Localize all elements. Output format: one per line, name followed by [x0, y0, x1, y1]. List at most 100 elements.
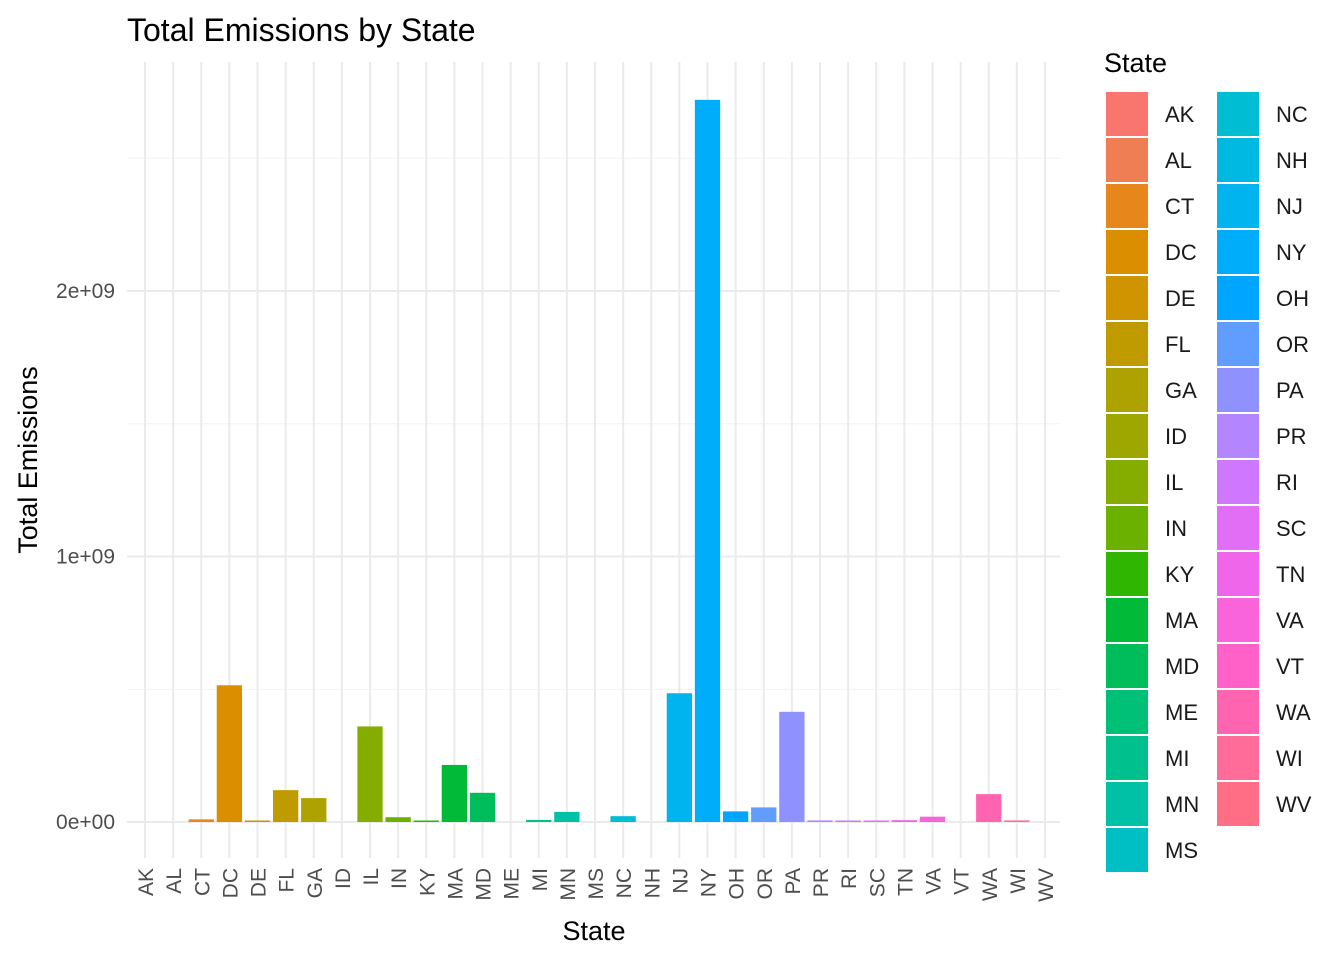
legend: AK AL CT DC DE FL GA ID IL IN KY MA MD ME MI MN MS NC NH NJ…: [1106, 92, 1312, 872]
bar-mn: [554, 811, 580, 822]
x-tick-label: FL: [276, 868, 299, 893]
legend-swatch: [1217, 368, 1259, 412]
x-tick-label: KY: [416, 868, 439, 896]
legend-swatch: [1106, 506, 1148, 550]
y-tick-label: 1e+09: [56, 546, 115, 569]
x-tick-label: OH: [726, 868, 749, 900]
legend-swatch: [1106, 414, 1148, 458]
x-tick-label: VA: [923, 868, 946, 894]
legend-label: PR: [1276, 424, 1307, 449]
legend-swatch: [1217, 736, 1259, 780]
bars: [188, 99, 1030, 823]
legend-label: NH: [1276, 148, 1308, 173]
legend-swatch: [1217, 184, 1259, 228]
bar-ny: [694, 99, 721, 823]
legend-label: IL: [1165, 470, 1183, 495]
x-tick-label: DE: [248, 868, 271, 897]
legend-swatch: [1217, 782, 1259, 826]
legend-swatch: [1217, 644, 1259, 688]
legend-title: State: [1104, 48, 1167, 78]
x-tick-label: MS: [585, 868, 608, 900]
legend-label: GA: [1165, 378, 1197, 403]
legend-swatch: [1217, 92, 1259, 136]
legend-swatch: [1106, 184, 1148, 228]
legend-swatch: [1106, 230, 1148, 274]
legend-label: OH: [1276, 286, 1309, 311]
legend-label: RI: [1276, 470, 1298, 495]
legend-label: WV: [1276, 792, 1312, 817]
bar-dc: [216, 685, 243, 822]
legend-label: KY: [1165, 562, 1195, 587]
bar-mi: [526, 819, 552, 822]
legend-label: DE: [1165, 286, 1196, 311]
legend-swatch: [1106, 322, 1148, 366]
legend-swatch: [1217, 460, 1259, 504]
legend-label: NC: [1276, 102, 1308, 127]
legend-swatch: [1217, 230, 1259, 274]
legend-swatch: [1217, 552, 1259, 596]
bar-or: [751, 807, 777, 822]
legend-swatch: [1217, 690, 1259, 734]
legend-label: VA: [1276, 608, 1304, 633]
bar-ma: [441, 764, 468, 822]
legend-label: WA: [1276, 700, 1311, 725]
legend-label: ID: [1165, 424, 1187, 449]
legend-label: SC: [1276, 516, 1307, 541]
x-tick-label: MD: [473, 868, 496, 901]
bar-ri: [835, 820, 861, 822]
x-tick-label: NH: [641, 868, 664, 898]
grid-lines: [127, 62, 1060, 858]
legend-swatch: [1217, 276, 1259, 320]
x-tick-label: NY: [698, 868, 721, 897]
legend-swatch: [1106, 828, 1148, 872]
x-tick-label: MN: [557, 868, 580, 901]
y-axis-ticks: 0e+00 1e+09 2e+09: [56, 280, 115, 834]
bar-fl: [272, 790, 299, 822]
x-axis-ticks: AK AL CT DC DE FL GA ID IL IN KY MA MD ME MI MN MS NC NH NJ…: [135, 868, 1058, 902]
bar-oh: [722, 811, 749, 822]
x-tick-label: AL: [163, 868, 186, 894]
legend-swatch: [1217, 322, 1259, 366]
legend-label: VT: [1276, 654, 1304, 679]
x-tick-label: CT: [191, 868, 214, 896]
x-tick-label: PA: [782, 868, 805, 894]
bar-wa: [976, 794, 1002, 822]
x-tick-label: OR: [754, 868, 777, 900]
bar-va: [919, 816, 946, 822]
legend-label: WI: [1276, 746, 1303, 771]
legend-label: OR: [1276, 332, 1309, 357]
x-tick-label: VT: [951, 868, 974, 895]
y-axis-title: Total Emissions: [13, 366, 43, 554]
legend-swatch: [1106, 460, 1148, 504]
y-tick-label: 2e+09: [56, 280, 115, 303]
x-axis-title: State: [562, 916, 625, 946]
legend-swatch: [1106, 276, 1148, 320]
bar-wi: [1004, 820, 1030, 822]
legend-label: TN: [1276, 562, 1305, 587]
legend-label: PA: [1276, 378, 1304, 403]
x-tick-label: MI: [529, 868, 552, 891]
bar-in: [385, 817, 411, 822]
bar-sc: [863, 820, 889, 822]
bar-ky: [413, 820, 439, 822]
legend-swatch: [1106, 368, 1148, 412]
legend-label: MA: [1165, 608, 1198, 633]
legend-label: FL: [1165, 332, 1191, 357]
x-tick-label: SC: [866, 868, 889, 897]
x-tick-label: IL: [360, 868, 383, 886]
bar-nj: [666, 693, 693, 822]
legend-swatch: [1106, 598, 1148, 642]
legend-label: MI: [1165, 746, 1189, 771]
legend-label: AK: [1165, 102, 1195, 127]
legend-swatch: [1217, 138, 1259, 182]
x-tick-label: RI: [838, 868, 861, 889]
bar-tn: [891, 820, 918, 822]
legend-label: IN: [1165, 516, 1187, 541]
legend-swatch: [1106, 782, 1148, 826]
x-tick-label: TN: [894, 868, 917, 896]
legend-label: MD: [1165, 654, 1199, 679]
x-tick-label: GA: [304, 868, 327, 898]
legend-label: NJ: [1276, 194, 1303, 219]
x-tick-label: PR: [810, 868, 833, 897]
